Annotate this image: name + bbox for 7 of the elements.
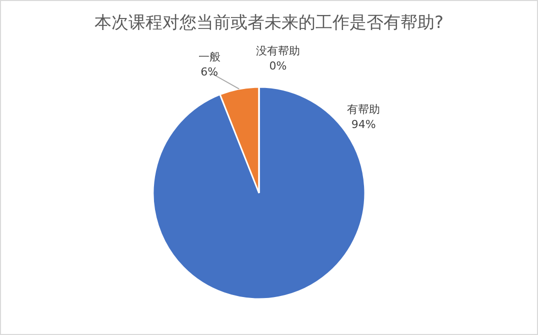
slice-label: 一般 — [198, 50, 220, 64]
data-label: 94% — [351, 118, 376, 131]
chart-title: 本次课程对您当前或者未来的工作是否有帮助? — [94, 13, 444, 33]
category-label: 没有帮助 — [256, 44, 300, 58]
text: 0% — [269, 60, 287, 73]
slice-label: 有帮助 — [347, 102, 380, 116]
data-label: 6% — [200, 65, 218, 78]
